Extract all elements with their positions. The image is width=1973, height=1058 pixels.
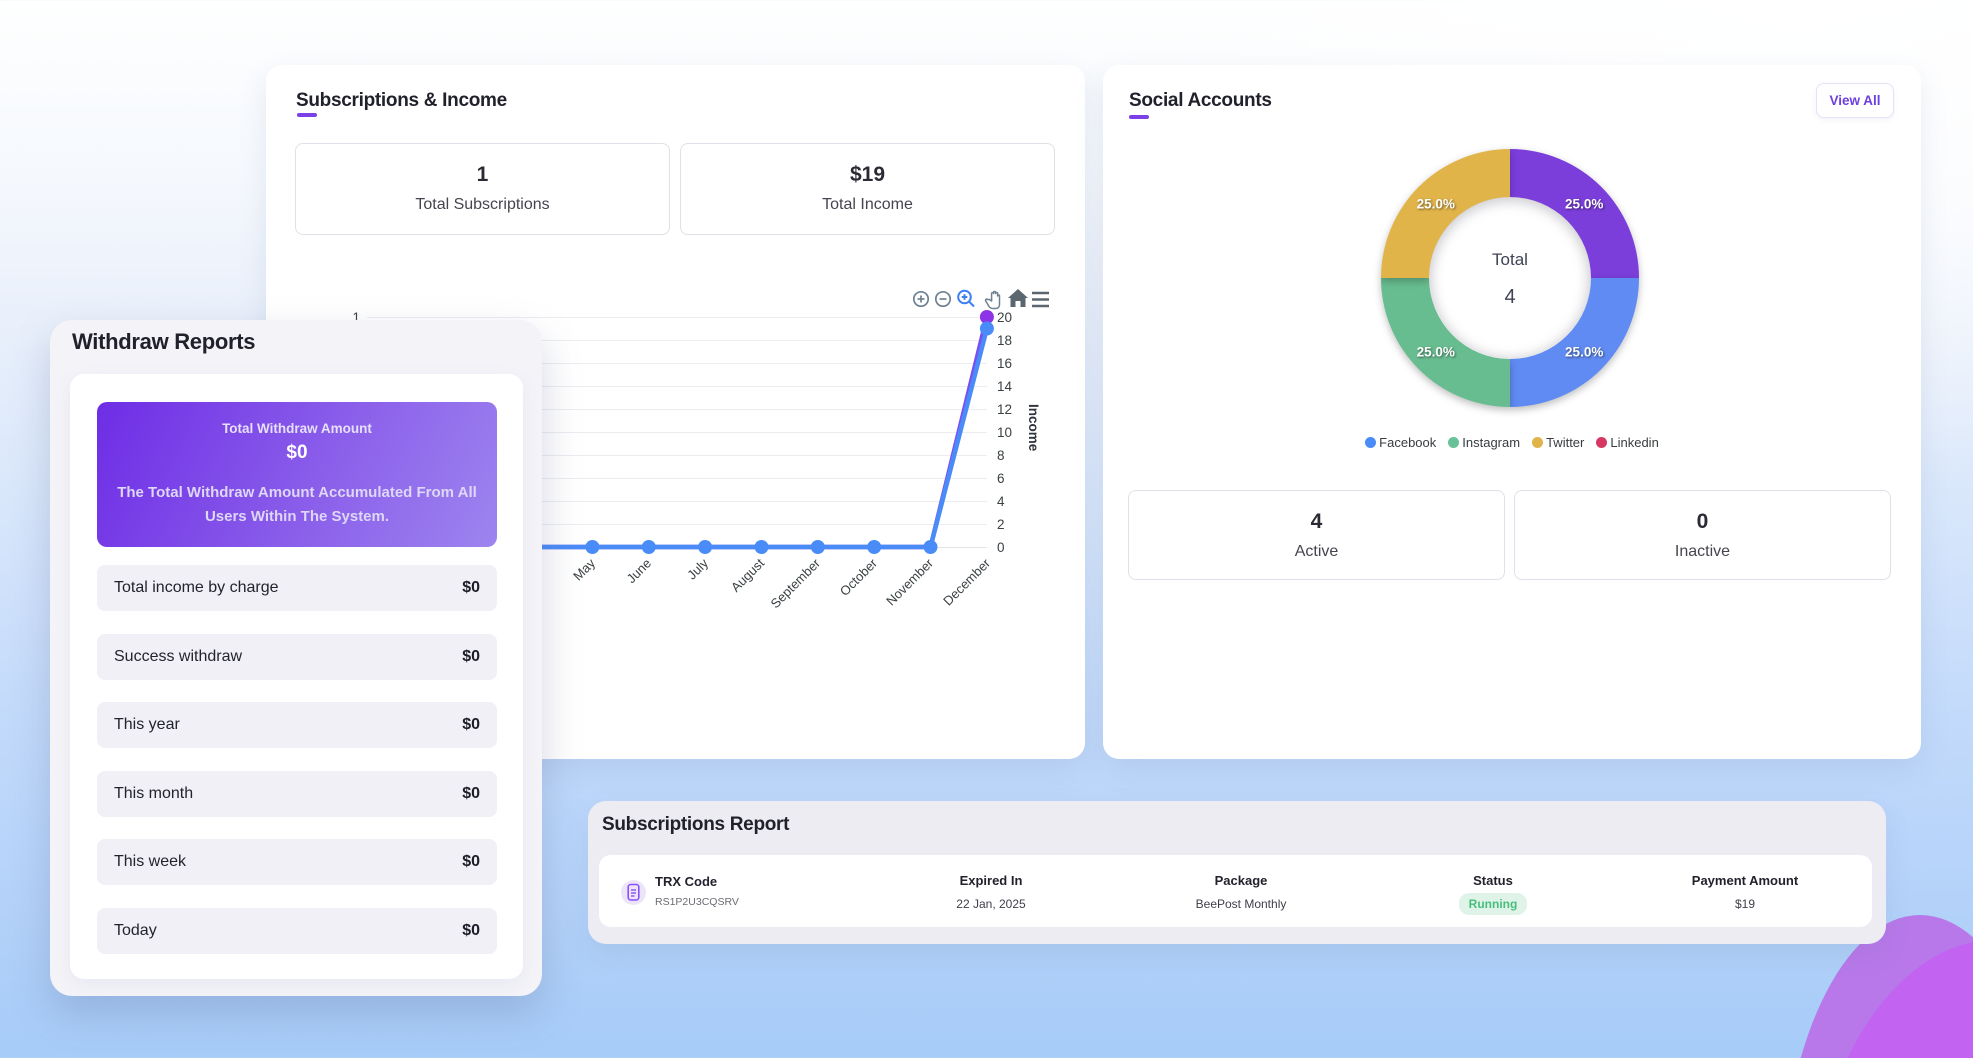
svg-text:0: 0 <box>997 540 1005 555</box>
svg-text:December: December <box>940 555 993 608</box>
svg-text:25.0%: 25.0% <box>1565 196 1603 211</box>
svg-text:October: October <box>837 555 881 599</box>
svg-text:July: July <box>684 555 711 582</box>
svg-text:20: 20 <box>997 310 1012 325</box>
svg-text:2: 2 <box>997 517 1005 532</box>
svg-text:4: 4 <box>997 494 1005 509</box>
svg-text:12: 12 <box>997 402 1012 417</box>
svg-text:6: 6 <box>997 471 1005 486</box>
svg-text:4: 4 <box>1504 286 1515 308</box>
svg-text:November: November <box>883 555 936 608</box>
svg-text:June: June <box>624 556 655 587</box>
svg-text:Income: Income <box>1026 404 1041 452</box>
svg-text:1: 1 <box>352 310 360 325</box>
svg-text:August: August <box>728 555 767 594</box>
svg-text:25.0%: 25.0% <box>1417 345 1455 360</box>
svg-text:8: 8 <box>997 448 1005 463</box>
svg-text:25.0%: 25.0% <box>1417 196 1455 211</box>
svg-text:May: May <box>570 555 598 583</box>
svg-text:September: September <box>768 555 824 611</box>
svg-text:25.0%: 25.0% <box>1565 345 1603 360</box>
svg-text:10: 10 <box>997 425 1012 440</box>
svg-text:18: 18 <box>997 333 1012 348</box>
svg-text:16: 16 <box>997 356 1012 371</box>
svg-text:Total: Total <box>1492 250 1528 269</box>
svg-text:14: 14 <box>997 379 1013 394</box>
